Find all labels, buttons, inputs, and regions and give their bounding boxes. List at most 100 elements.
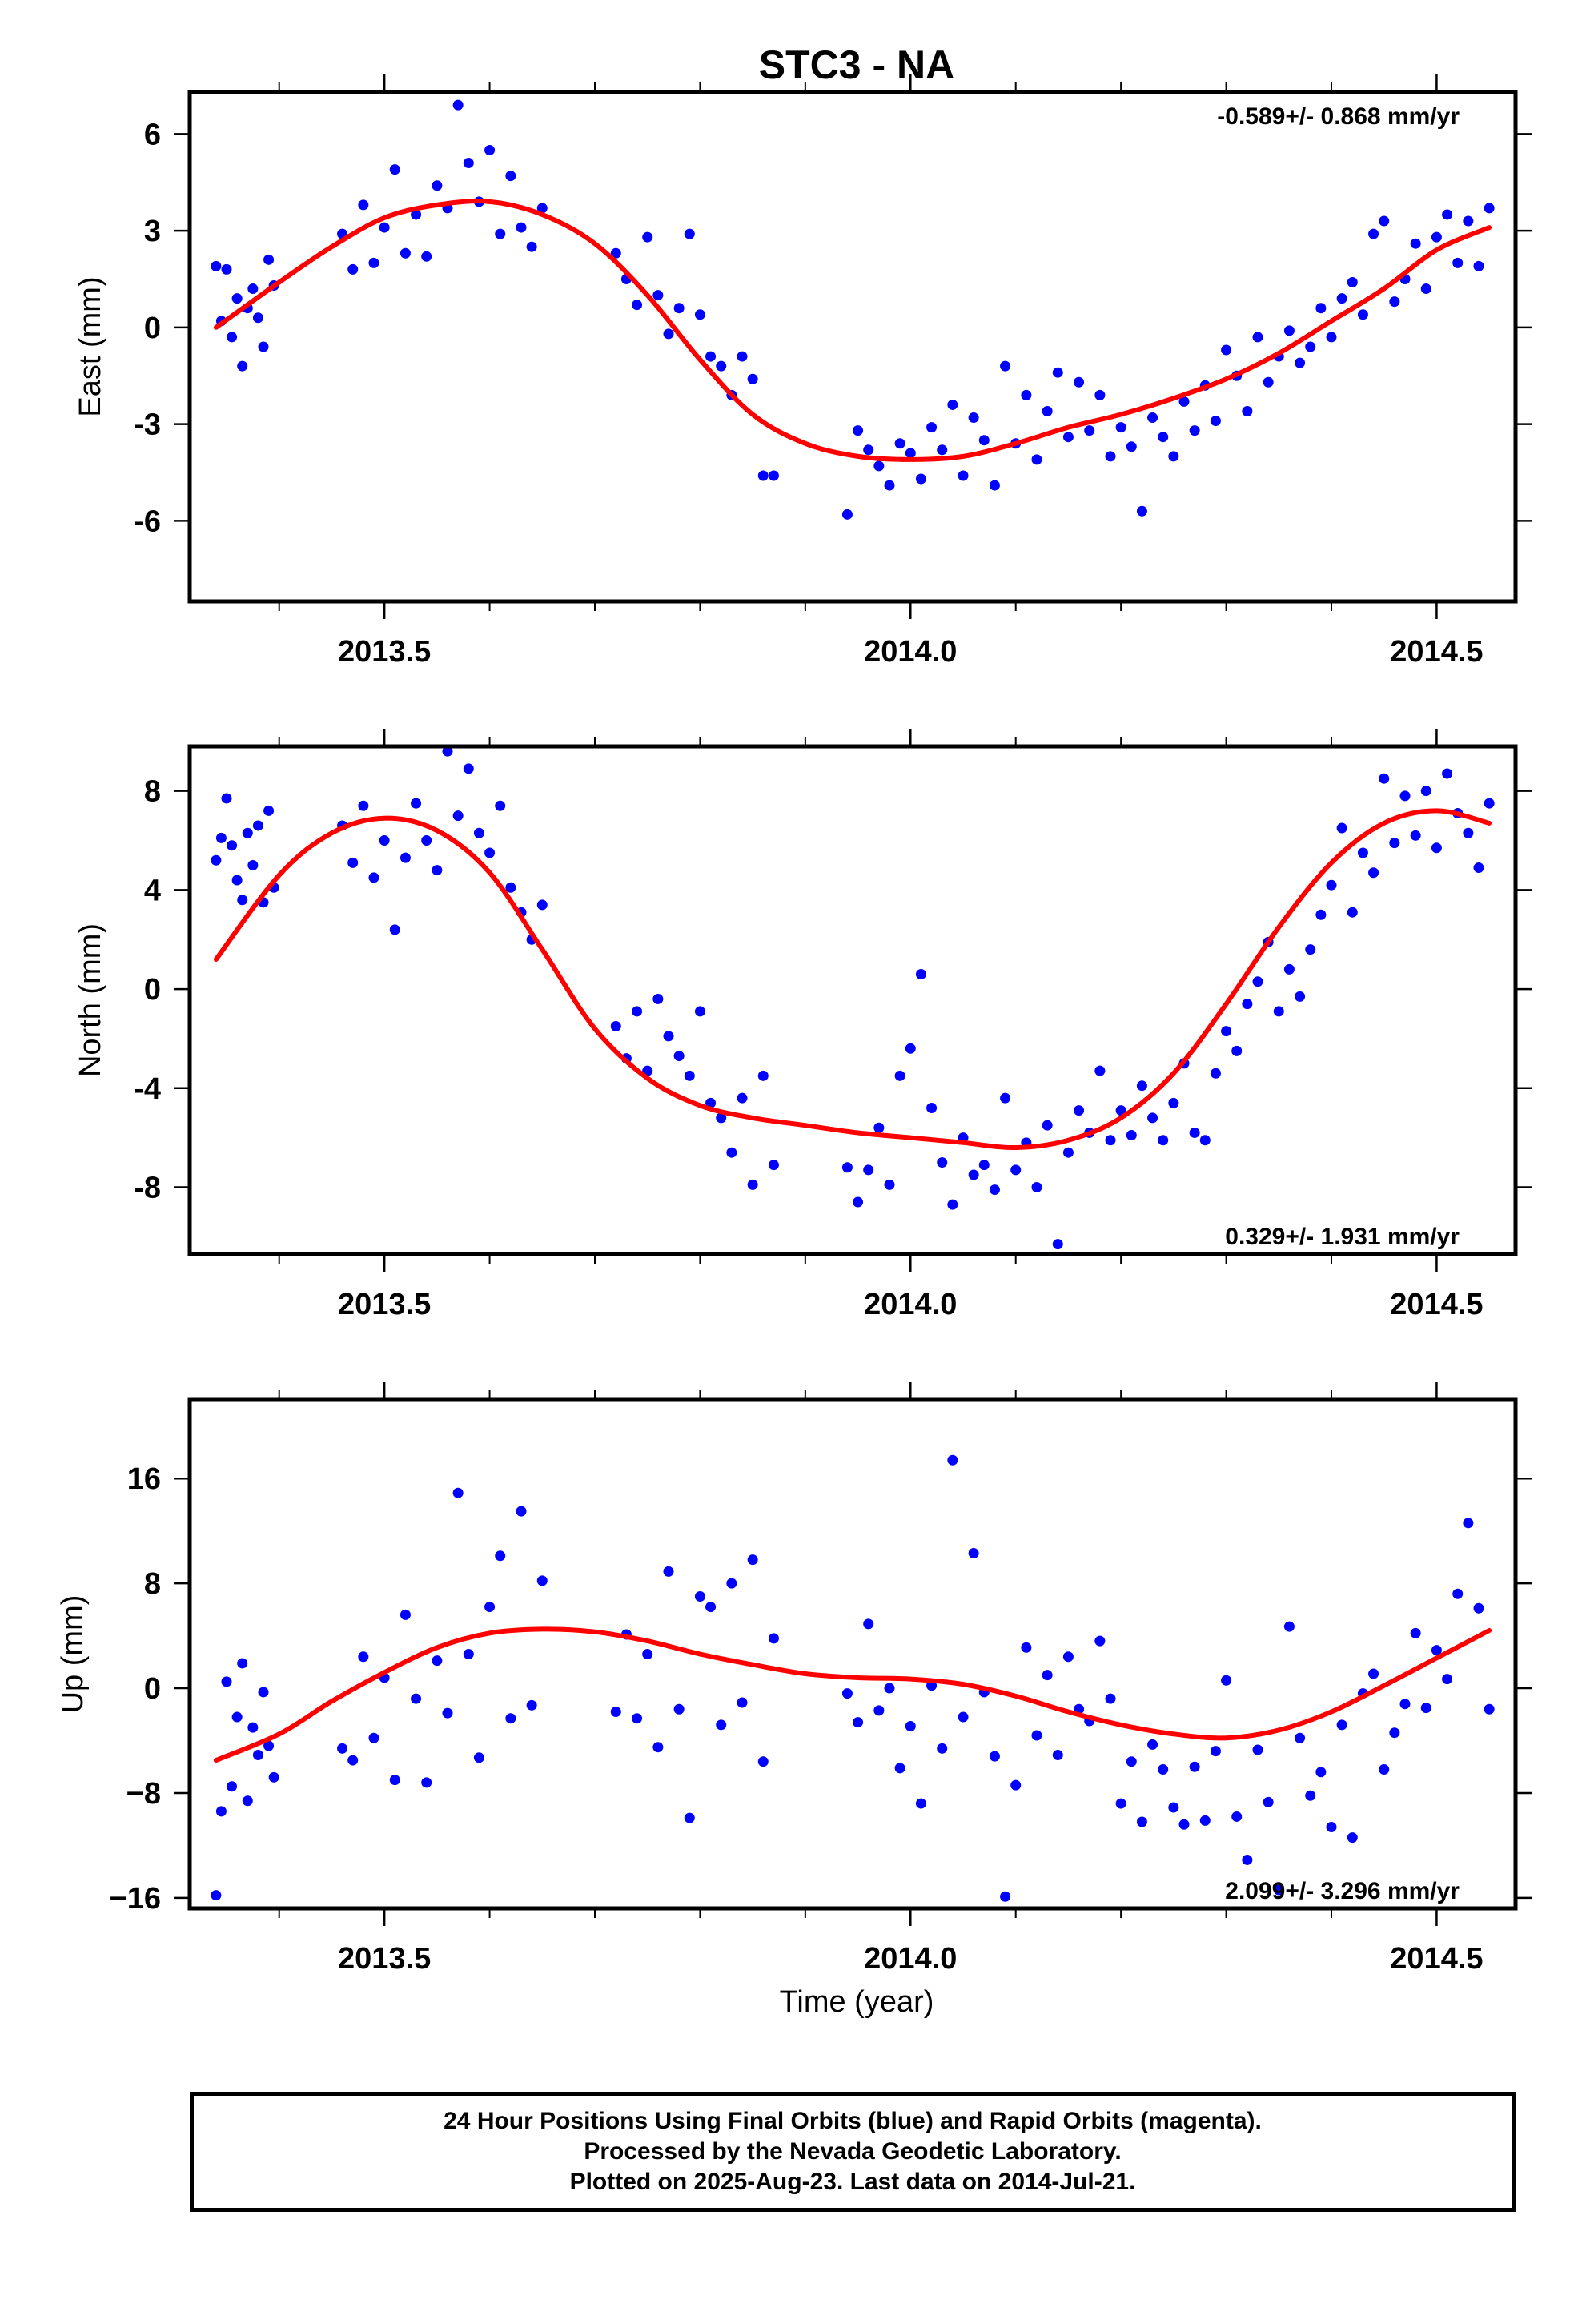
east-point bbox=[989, 480, 1000, 491]
up-point bbox=[1158, 1764, 1169, 1775]
north-point bbox=[505, 882, 516, 893]
east-point bbox=[1105, 451, 1116, 462]
up-point bbox=[1484, 1703, 1495, 1715]
north-point bbox=[747, 1179, 758, 1190]
east-point bbox=[432, 180, 443, 191]
east-point bbox=[505, 171, 516, 182]
north-point bbox=[1221, 1026, 1232, 1037]
east-point bbox=[673, 303, 685, 314]
east-point bbox=[1000, 360, 1011, 372]
up-x-tick-label: 2014.5 bbox=[1390, 1942, 1483, 1976]
east-point bbox=[247, 283, 259, 295]
up-point bbox=[694, 1590, 705, 1602]
east-point bbox=[947, 399, 958, 410]
footer-line-2: Processed by the Nevada Geodetic Laborat… bbox=[584, 2138, 1122, 2165]
up-point bbox=[505, 1713, 516, 1724]
north-point bbox=[716, 1112, 727, 1124]
east-y-tick-label: 3 bbox=[144, 215, 161, 248]
north-point bbox=[652, 993, 664, 1004]
up-point bbox=[516, 1506, 527, 1517]
east-point bbox=[768, 470, 779, 481]
east-point bbox=[1420, 283, 1431, 295]
footer-line-3: Plotted on 2025-Aug-23. Last data on 201… bbox=[569, 2169, 1136, 2195]
north-point bbox=[379, 835, 390, 846]
east-point bbox=[1115, 422, 1126, 433]
footer-box: 24 Hour Positions Using Final Orbits (bl… bbox=[190, 2092, 1516, 2212]
up-point bbox=[1295, 1732, 1306, 1743]
north-point bbox=[1231, 1045, 1243, 1056]
up-point bbox=[1379, 1764, 1390, 1775]
north-point bbox=[389, 924, 400, 935]
east-point bbox=[1473, 260, 1484, 271]
up-point bbox=[389, 1775, 400, 1786]
up-point bbox=[1136, 1816, 1147, 1827]
north-point bbox=[463, 763, 474, 774]
north-point bbox=[1410, 830, 1421, 841]
north-panel: 2013.5 2014.0 2014.5 -8 -4 0 4 8 North (mm) 0.329… bbox=[74, 729, 1532, 1321]
east-point bbox=[379, 222, 390, 233]
up-point bbox=[452, 1487, 464, 1498]
north-point bbox=[1463, 827, 1474, 838]
up-x-tick-label: 2014.0 bbox=[864, 1942, 957, 1976]
up-point bbox=[1420, 1703, 1431, 1714]
east-point bbox=[915, 473, 926, 485]
east-point bbox=[1463, 215, 1474, 227]
up-fit-line bbox=[213, 1626, 1492, 1763]
north-point bbox=[1295, 991, 1306, 1002]
north-point bbox=[610, 1020, 621, 1031]
up-y-tick-label: 0 bbox=[144, 1672, 161, 1706]
east-point bbox=[937, 444, 948, 456]
north-point bbox=[1431, 842, 1442, 854]
up-point bbox=[684, 1812, 695, 1823]
north-x-tick-label: 2014.0 bbox=[864, 1288, 957, 1321]
east-point bbox=[684, 228, 695, 239]
north-point bbox=[1074, 1105, 1085, 1116]
east-point bbox=[968, 412, 979, 424]
up-point bbox=[1168, 1802, 1179, 1813]
east-point bbox=[484, 144, 496, 155]
north-point bbox=[853, 1196, 864, 1208]
north-point bbox=[1399, 790, 1411, 802]
up-point bbox=[863, 1618, 874, 1630]
north-point bbox=[1199, 1135, 1211, 1146]
north-point bbox=[1042, 1120, 1053, 1131]
north-point bbox=[1389, 838, 1400, 849]
north-point bbox=[221, 793, 232, 804]
up-point bbox=[737, 1697, 748, 1708]
north-y-tick-label: 4 bbox=[144, 874, 161, 907]
up-point bbox=[1399, 1699, 1411, 1710]
east-point bbox=[1042, 406, 1053, 417]
north-point bbox=[937, 1157, 948, 1168]
up-point bbox=[726, 1578, 737, 1589]
east-point bbox=[873, 460, 885, 472]
north-rate-label: 0.329+/- 1.931 mm/yr bbox=[1225, 1224, 1460, 1250]
up-point bbox=[1189, 1761, 1200, 1772]
north-point bbox=[263, 805, 275, 816]
east-point bbox=[757, 470, 769, 481]
north-point bbox=[989, 1184, 1000, 1196]
up-point bbox=[1442, 1674, 1453, 1685]
east-point bbox=[258, 341, 269, 352]
east-point bbox=[1263, 376, 1274, 388]
north-point bbox=[358, 800, 369, 811]
north-point bbox=[1368, 867, 1379, 879]
up-point bbox=[1473, 1602, 1484, 1614]
north-point bbox=[1357, 847, 1368, 858]
up-point bbox=[1336, 1719, 1347, 1731]
east-point bbox=[1062, 432, 1074, 443]
north-point bbox=[873, 1122, 885, 1133]
up-point bbox=[958, 1711, 969, 1723]
east-point bbox=[1178, 396, 1190, 407]
east-point bbox=[237, 360, 248, 372]
up-point bbox=[1126, 1756, 1137, 1767]
north-y-tick-label: 0 bbox=[144, 973, 161, 1007]
north-point bbox=[1420, 786, 1431, 797]
east-point bbox=[841, 509, 853, 520]
east-point bbox=[400, 247, 411, 259]
east-point bbox=[705, 351, 717, 362]
east-point bbox=[252, 312, 263, 324]
up-point bbox=[947, 1454, 958, 1466]
east-point bbox=[1158, 432, 1169, 443]
north-point bbox=[536, 899, 548, 911]
north-point bbox=[495, 800, 506, 811]
